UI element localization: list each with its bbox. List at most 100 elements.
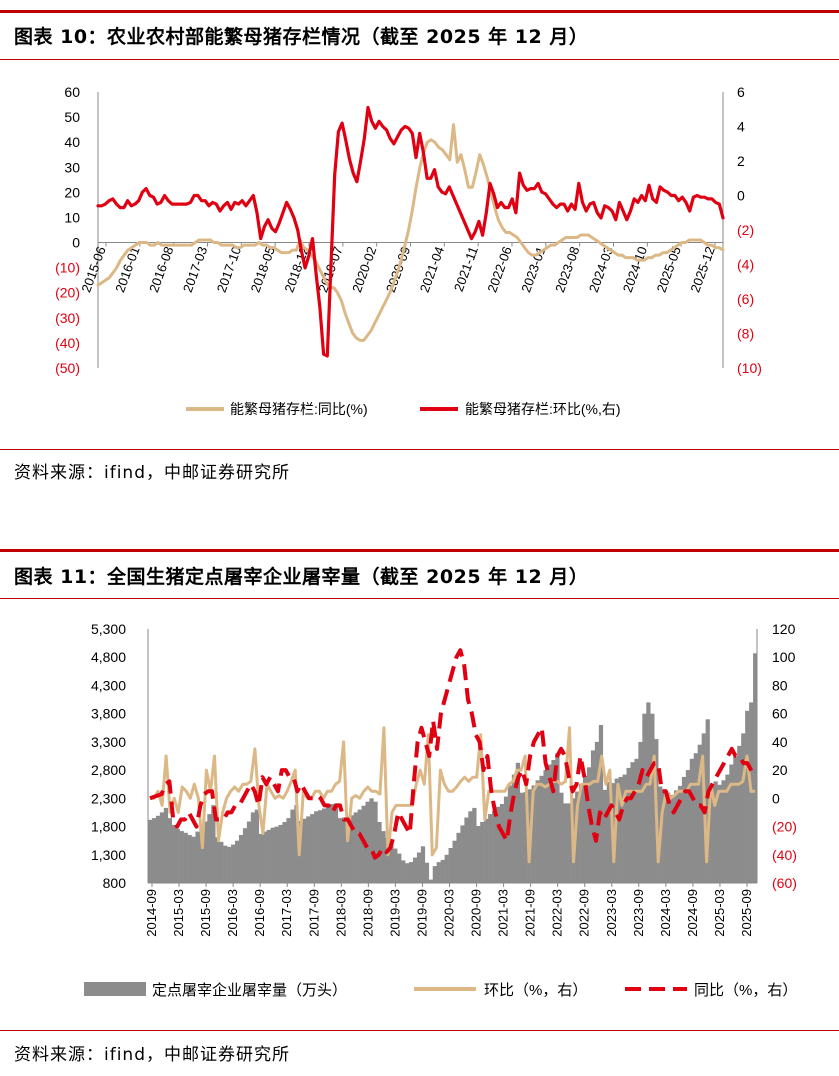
chart1-left-tick-label: (40)	[55, 335, 80, 351]
chart2-bar	[242, 828, 248, 883]
chart2-bar	[590, 750, 596, 883]
chart2-bar	[579, 784, 584, 883]
chart2-bar	[662, 789, 667, 883]
chart2-bar	[745, 710, 750, 883]
chart2-right-tick-label: (60)	[772, 875, 797, 891]
chart1-x-tick-label: 2015-06	[78, 244, 108, 294]
chart2-bar	[345, 816, 350, 883]
chart1-left-tick-label: (10)	[55, 260, 80, 276]
chart2-bar	[650, 713, 655, 883]
chart2-bar	[622, 774, 627, 883]
chart2-bar	[753, 653, 758, 883]
panel2-top-rule	[0, 549, 839, 552]
chart2-bar	[385, 837, 390, 883]
chart2-bar	[523, 792, 528, 883]
chart1-x-tick-label: 2023-01	[518, 244, 548, 294]
chart2-x-tick-label: 2024-09	[685, 889, 700, 937]
chart2-bar	[270, 827, 275, 883]
chart2-bar	[717, 784, 722, 883]
chart2-bar	[258, 833, 263, 883]
chart1-legend-label-yoy: 能繁母猪存栏:同比(%)	[230, 401, 368, 417]
chart2-bar	[685, 770, 691, 883]
chart2-bar	[416, 852, 422, 883]
chart2-bar	[183, 832, 188, 883]
chart1-right-tick-label: (6)	[737, 291, 754, 307]
chart2-bar	[231, 844, 236, 883]
chart2-series-line-mom	[150, 726, 755, 864]
chart2-bar	[397, 853, 402, 883]
chart2-bar	[606, 782, 611, 883]
chart2-right-tick-label: 80	[772, 677, 788, 693]
chart2-bar	[729, 764, 734, 883]
chart2-bar	[278, 824, 283, 883]
chart2-bar	[567, 803, 572, 883]
chart2-bar	[618, 776, 623, 883]
chart2-x-tick-label: 2016-03	[225, 889, 240, 937]
chart2-bar	[488, 814, 493, 883]
chart2-bar	[559, 792, 564, 883]
chart2-bar	[693, 753, 698, 883]
chart2-bar	[733, 756, 738, 883]
chart2-bar	[432, 866, 437, 883]
chart2-right-tick-label: (20)	[772, 819, 797, 835]
chart1-x-tick-label: 2025-12	[687, 244, 717, 294]
chart2-x-tick-label: 2024-03	[658, 889, 673, 937]
chart2-bar	[535, 780, 540, 883]
chart2-x-tick-label: 2025-09	[739, 889, 754, 937]
chart1-left-tick-label: 40	[64, 134, 80, 150]
chart2-bar	[598, 725, 604, 883]
chart2-bar	[365, 801, 370, 883]
chart2-bar	[151, 818, 157, 883]
chart2-bar	[444, 854, 449, 883]
chart2-legend-swatch-bars	[84, 982, 146, 996]
chart2-bar	[179, 831, 184, 883]
chart2-bar	[713, 781, 718, 883]
chart2-bar	[314, 811, 319, 883]
chart2-bar	[673, 790, 679, 883]
chart2-bar	[705, 719, 710, 883]
chart2-bar	[551, 760, 556, 883]
chart2-legend-label-yoy: 同比（%，右）	[694, 982, 797, 999]
chart1-left-tick-label: 60	[64, 84, 80, 100]
chart2-x-tick-label: 2020-09	[469, 889, 484, 937]
chart2-right-tick-label: (40)	[772, 847, 797, 863]
chart2-bar	[329, 804, 335, 883]
chart2-bar	[187, 835, 192, 883]
chart1-right-tick-label: 4	[737, 119, 745, 135]
chart2-bar	[341, 817, 347, 883]
chart2-bar	[499, 804, 505, 883]
chart2-bar	[381, 831, 386, 883]
chart2-bar	[318, 810, 323, 883]
chart2-bar	[203, 821, 208, 883]
chart2-bar	[163, 807, 169, 883]
chart2-bar	[420, 846, 426, 883]
chart2-x-tick-label: 2021-03	[496, 889, 511, 937]
chart2-bar	[460, 825, 465, 883]
chart2-bar	[238, 835, 244, 883]
chart2-x-tick-label: 2017-09	[306, 889, 321, 937]
chart2-bar	[697, 744, 702, 883]
chart2-bar	[310, 814, 315, 883]
chart2-bar	[480, 822, 485, 883]
chart2-series-line-yoy	[149, 648, 757, 860]
chart2-bar	[290, 809, 295, 883]
chart2-bar	[689, 758, 695, 883]
panel1-top-rule	[0, 10, 839, 13]
chart2-bar	[630, 762, 635, 883]
panel1-source: 资料来源：ifind，中邮证券研究所	[14, 463, 290, 483]
chart2-bar	[322, 808, 327, 883]
chart2-x-tick-label: 2018-09	[360, 889, 375, 937]
chart2-x-tick-label: 2017-03	[279, 889, 294, 937]
chart2-bar	[476, 826, 481, 883]
chart1-svg: 6050403020100(10)(20)(30)(40)(50)6420(2)…	[55, 84, 762, 417]
chart2-right-tick-label: 20	[772, 762, 788, 778]
chart2-bar	[207, 814, 212, 883]
chart2-bar	[634, 758, 639, 883]
chart2-bar	[155, 815, 161, 883]
chart2-right-tick-label: 120	[772, 621, 796, 637]
chart2-bar	[428, 879, 434, 883]
chart2-bar	[515, 762, 521, 883]
chart2-bar	[262, 831, 267, 883]
chart2-legend-label-mom: 环比（%，右）	[484, 982, 587, 999]
chart2-left-tick-label: 4,800	[91, 649, 126, 665]
